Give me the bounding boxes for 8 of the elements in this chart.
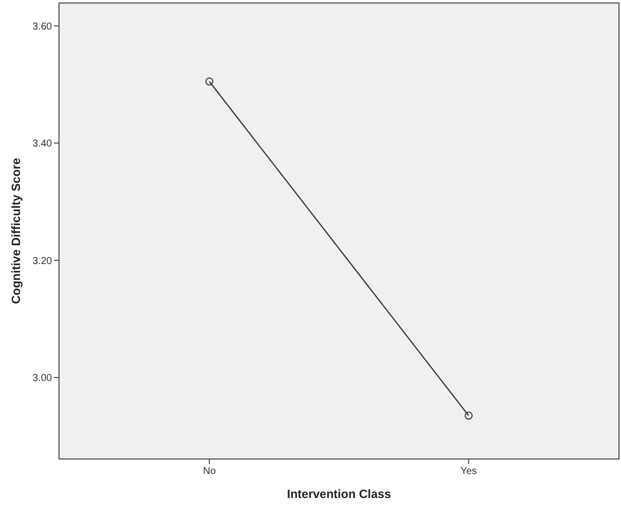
y-tick-label: 3.60: [32, 21, 52, 32]
y-axis-title: Cognitive Difficulty Score: [9, 158, 23, 304]
x-tick-label: Yes: [460, 466, 477, 477]
y-tick-label: 3.20: [32, 256, 52, 267]
x-axis-title: Intervention Class: [286, 487, 392, 501]
y-tick-label: 3.00: [32, 373, 52, 384]
y-tick-label: 3.40: [32, 138, 52, 150]
x-tick-label: No: [202, 466, 216, 477]
